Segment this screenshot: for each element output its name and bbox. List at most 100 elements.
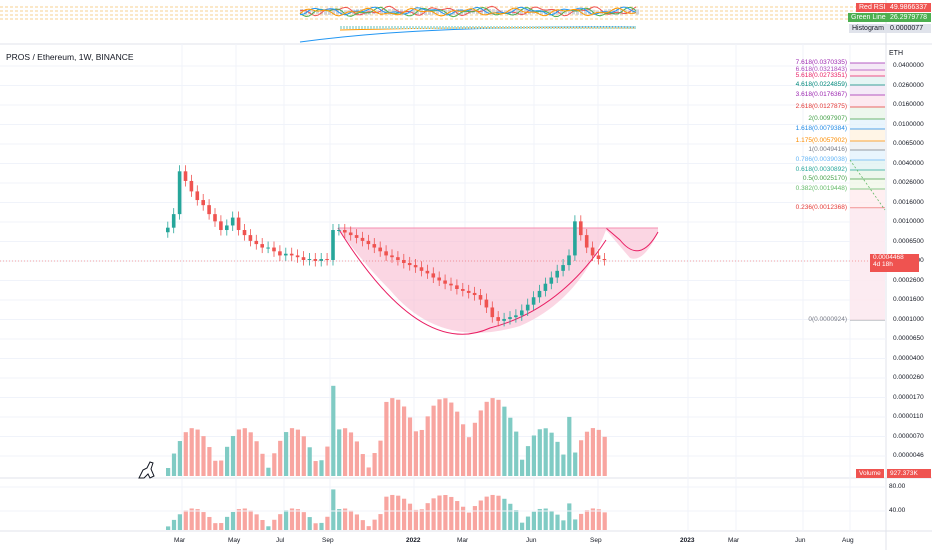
candle-body xyxy=(183,171,188,181)
candle-body xyxy=(496,317,500,321)
macd-histogram-bar xyxy=(577,26,579,29)
fib-zone xyxy=(850,189,885,208)
time-tick-label: 2022 xyxy=(406,537,421,544)
lower-volume-bar xyxy=(189,508,194,530)
fib-level-label: 2.618(0.0127875) xyxy=(795,103,847,110)
macd-histogram-bar xyxy=(400,26,402,29)
histogram-bar xyxy=(456,9,459,15)
macd-histogram-bar xyxy=(625,26,627,29)
candle-body xyxy=(307,259,312,261)
fib-zone xyxy=(850,179,885,189)
macd-histogram-bar xyxy=(457,26,459,29)
candle-body xyxy=(514,315,518,318)
macd-histogram-bar xyxy=(358,26,360,29)
candle-body xyxy=(195,191,200,201)
volume-bar xyxy=(254,441,259,476)
candle-body xyxy=(301,257,306,260)
rsi-legend-badge: Red RSI xyxy=(856,3,889,12)
macd-histogram-bar xyxy=(559,26,561,29)
volume-bar xyxy=(230,435,236,476)
price-tick-label: 0.0000170 xyxy=(893,393,924,401)
macd-histogram-bar xyxy=(547,26,549,29)
price-tick-label: 0.0001600 xyxy=(893,296,924,303)
time-tick-label: Sep xyxy=(590,537,602,544)
candle-body xyxy=(213,214,217,222)
macd-histogram-bar xyxy=(490,26,492,29)
macd-histogram-bar xyxy=(628,26,630,29)
volume-bar xyxy=(325,446,330,476)
macd-histogram-bar xyxy=(475,26,477,29)
candle-body xyxy=(402,259,406,263)
time-tick-label: Jun xyxy=(526,537,537,544)
histogram-bar xyxy=(388,9,391,15)
candle-body xyxy=(295,255,300,258)
histogram-bar xyxy=(312,10,315,14)
macd-histogram-bar xyxy=(445,26,447,29)
histogram-bar xyxy=(452,9,455,15)
candle-body xyxy=(236,217,241,231)
histogram-bar xyxy=(324,9,327,15)
candle-body xyxy=(372,244,377,248)
macd-histogram-bar xyxy=(619,26,621,29)
candle-body xyxy=(177,171,182,215)
candle-body xyxy=(171,214,176,228)
current-price-value: 0.0004468 xyxy=(873,254,904,261)
macd-histogram-bar xyxy=(415,26,417,29)
volume-bar xyxy=(431,405,436,476)
histogram-bar xyxy=(572,9,575,15)
candle-body xyxy=(337,230,341,232)
price-tick-label: 0.0000046 xyxy=(893,452,924,459)
time-tick-label: Mar xyxy=(174,537,186,544)
macd-histogram-bar xyxy=(463,26,465,29)
handle-curve xyxy=(605,227,659,252)
volume-bar xyxy=(378,440,383,476)
lower-volume-bar xyxy=(325,516,330,530)
fib-zone xyxy=(850,160,885,170)
lower-volume-bar xyxy=(584,510,590,530)
fib-level-label: 1.618(0.0079384) xyxy=(795,125,847,132)
candle-body xyxy=(478,295,483,300)
candle-body xyxy=(207,205,211,215)
lower-volume-bar xyxy=(313,523,318,530)
macd-histogram-bar xyxy=(388,26,390,29)
macd-histogram-bar xyxy=(616,26,618,29)
candle-body xyxy=(266,247,270,249)
candle-body xyxy=(431,273,436,278)
candle-body xyxy=(319,259,323,261)
volume-bar xyxy=(284,432,289,476)
macd-histogram-bar xyxy=(409,26,411,29)
candle-body xyxy=(537,290,542,298)
volume-bar xyxy=(343,428,348,476)
volume-bar xyxy=(496,399,501,476)
volume-bar xyxy=(561,454,566,476)
macd-histogram-bar xyxy=(631,26,633,29)
lower-volume-bar xyxy=(396,495,401,530)
lower-volume-bar xyxy=(295,509,300,530)
time-tick-label: Jul xyxy=(276,537,285,544)
volume-bar xyxy=(195,429,200,476)
fib-zone xyxy=(850,85,885,95)
volume-bar xyxy=(437,399,442,476)
macd-histogram-bar xyxy=(502,26,504,29)
macd-histogram-bar xyxy=(538,26,540,29)
fib-level-label: 1(0.0049416) xyxy=(808,146,847,153)
candle-body xyxy=(425,270,430,274)
price-tick-label: 0.0040000 xyxy=(893,159,924,167)
macd-histogram-bar xyxy=(448,26,450,29)
lower-volume-bar xyxy=(289,508,295,530)
histogram-bar xyxy=(380,10,383,14)
volume-bar xyxy=(402,406,407,476)
histogram-bar xyxy=(428,9,431,15)
candle-body xyxy=(343,230,347,233)
candle-body xyxy=(419,267,424,271)
volume-bar xyxy=(307,447,312,476)
lower-volume-bar xyxy=(390,494,395,530)
histogram-bar xyxy=(492,9,495,15)
candle-body xyxy=(549,277,554,284)
lower-volume-bar xyxy=(443,495,448,530)
volume-bar xyxy=(348,432,354,476)
lower-tick-label: 80.00 xyxy=(889,483,906,490)
volume-bar xyxy=(555,441,560,476)
lower-volume-bar xyxy=(213,523,218,530)
